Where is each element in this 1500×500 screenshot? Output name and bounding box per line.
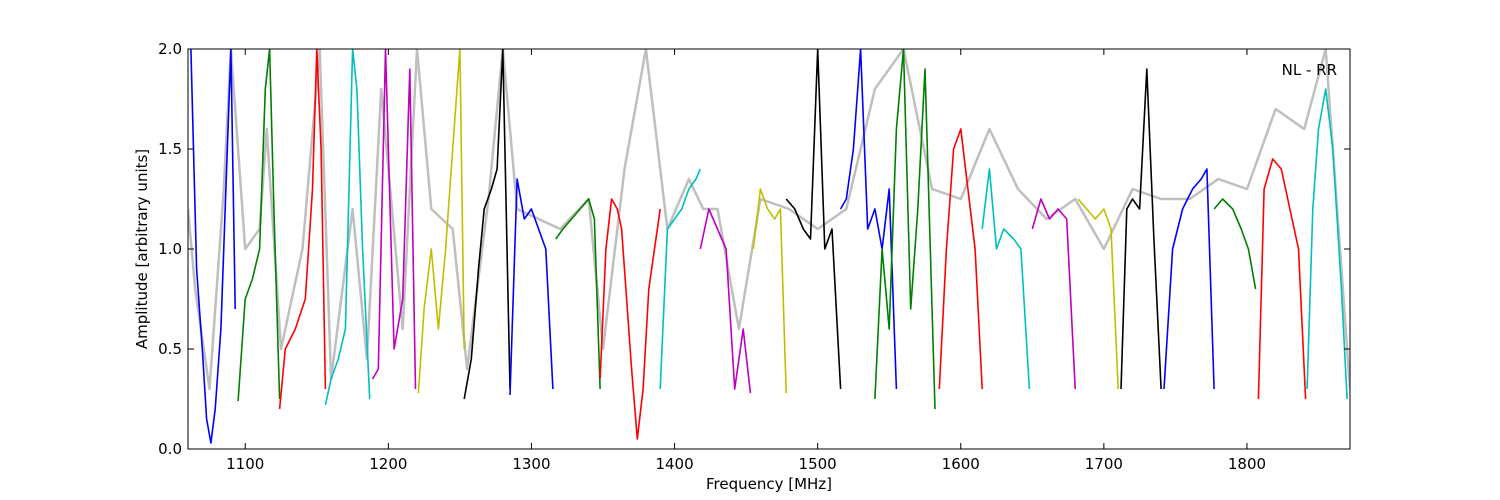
series-line-12 [699, 208, 752, 394]
x-tick-label: 1800 [1228, 455, 1266, 473]
series-line-18 [981, 168, 1031, 390]
plot-area [188, 49, 1350, 444]
x-tick-label: 1200 [369, 455, 407, 473]
x-tick-label: 1600 [942, 455, 980, 473]
series-line-21 [1120, 68, 1162, 390]
chart-annotation: NL - RR [1282, 61, 1337, 79]
series-line-17 [938, 128, 983, 390]
series-line-19 [1031, 198, 1076, 390]
y-tick-label: 0.0 [158, 440, 182, 458]
background-series-line [188, 49, 1350, 391]
x-tick-label: 1300 [512, 455, 550, 473]
series-line-6 [417, 49, 465, 394]
series-line-11 [659, 168, 702, 390]
series-line-2 [237, 49, 281, 402]
series-line-20 [1077, 198, 1119, 390]
series-line-14 [785, 49, 842, 390]
axes: 1100 1200 1300 1400 1500 1600 1700 1800 0.0 0.5 1.… [158, 40, 1351, 473]
series-line-1 [190, 49, 236, 444]
x-tick-label: 1400 [655, 455, 693, 473]
series-line-15 [839, 49, 898, 390]
series-line-16 [874, 49, 936, 410]
series-group [188, 49, 1350, 444]
y-axis-title: Amplitude [arbitrary units] [133, 149, 151, 349]
series-line-4 [324, 49, 371, 406]
series-line-9 [555, 198, 601, 390]
series-line-5 [371, 49, 417, 390]
x-tick-label: 1500 [799, 455, 837, 473]
series-line-25 [1306, 88, 1348, 400]
y-tick-label: 2.0 [158, 40, 182, 58]
series-line-8 [509, 178, 554, 396]
y-tick-label: 1.5 [158, 140, 182, 158]
series-line-10 [599, 198, 661, 440]
y-tick-label: 1.0 [158, 240, 182, 258]
x-tick-label: 1100 [226, 455, 264, 473]
x-tick-label: 1700 [1085, 455, 1123, 473]
series-line-13 [752, 188, 787, 394]
series-line-7 [463, 49, 511, 400]
series-line-22 [1163, 168, 1215, 390]
series-line-3 [278, 49, 327, 410]
series-line-23 [1213, 198, 1257, 290]
series-line-24 [1257, 158, 1307, 400]
x-axis-title: Frequency [MHz] [706, 475, 832, 493]
y-tick-label: 0.5 [158, 340, 182, 358]
